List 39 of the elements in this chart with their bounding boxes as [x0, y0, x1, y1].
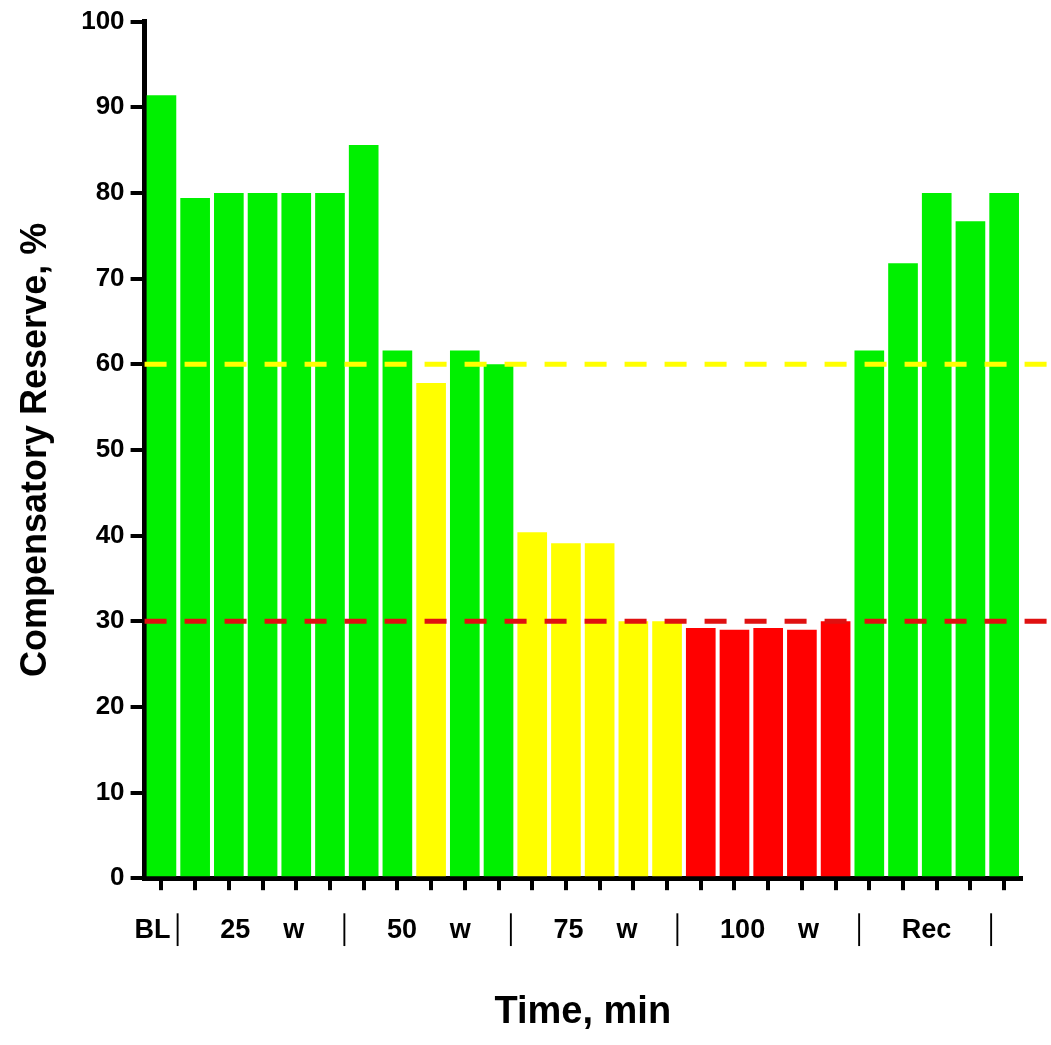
bar: [382, 350, 413, 877]
bar: [584, 543, 615, 877]
y-tick-label: 10: [95, 775, 125, 806]
bar: [214, 192, 244, 877]
bar: [315, 192, 345, 877]
y-tick-label: 70: [95, 261, 125, 292]
y-tick-label: 30: [95, 604, 125, 635]
bar: [854, 350, 885, 877]
text: BL│ 25 w │ 50 w │ 75 w │ 100 w │ Rec │: [134, 912, 1001, 947]
bar: [618, 621, 649, 877]
bar: [449, 350, 480, 877]
bar: [753, 628, 784, 877]
bar: [685, 628, 716, 877]
y-tick-label: 80: [95, 176, 125, 207]
x-axis-title: Time, min: [494, 988, 672, 1031]
bar: [483, 364, 514, 877]
y-tick-label: 40: [95, 518, 125, 549]
bar: [888, 263, 918, 877]
bar: [989, 192, 1019, 877]
bar: [348, 144, 379, 877]
y-tick-label: 50: [95, 433, 125, 464]
y-axis-title: Compensatory Reserve, %: [12, 222, 54, 677]
y-tick-label: 100: [81, 4, 125, 35]
bar: [551, 543, 581, 877]
bar: [921, 192, 952, 877]
bar: [955, 221, 986, 877]
y-tick-label: 90: [95, 90, 125, 121]
bar: [180, 198, 210, 877]
bar: [517, 532, 548, 877]
bar: [247, 192, 278, 877]
y-tick-label: 60: [95, 347, 125, 378]
bar: [652, 621, 682, 877]
bar: [787, 629, 817, 877]
bar: [416, 383, 446, 877]
y-tick-label: 0: [110, 861, 125, 892]
bar: [820, 621, 851, 877]
bar: [719, 629, 750, 877]
y-tick-label: 20: [95, 690, 125, 721]
bar: [281, 192, 312, 877]
